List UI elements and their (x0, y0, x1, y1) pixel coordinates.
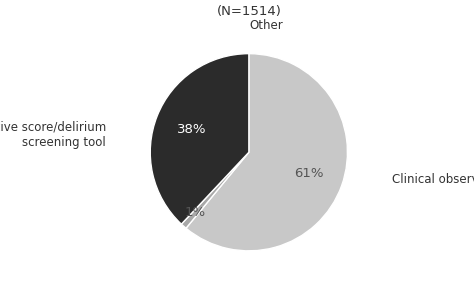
Text: 38%: 38% (177, 123, 207, 136)
Text: 61%: 61% (294, 167, 324, 180)
Text: Other: Other (250, 19, 283, 32)
Wedge shape (150, 54, 249, 224)
Text: 1%: 1% (185, 206, 206, 220)
Title: Assessment of POD
(N=1514): Assessment of POD (N=1514) (184, 0, 314, 18)
Wedge shape (186, 54, 347, 251)
Wedge shape (182, 152, 249, 228)
Text: Clinical observation: Clinical observation (392, 173, 474, 186)
Text: Quantitative score/delirium
screening tool: Quantitative score/delirium screening to… (0, 121, 106, 148)
